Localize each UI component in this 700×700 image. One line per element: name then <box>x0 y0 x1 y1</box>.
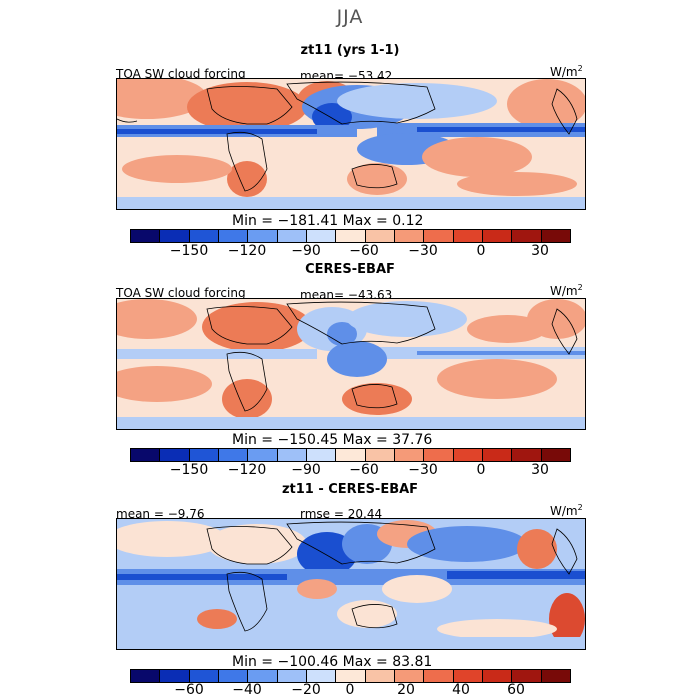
panel-3-tick: −40 <box>232 682 262 698</box>
colorbar-swatch <box>424 449 454 461</box>
panel-3-units: W/m2 <box>550 503 583 518</box>
panel-1-units: W/m2 <box>550 64 583 79</box>
panel-2-tick: −120 <box>227 462 267 478</box>
panel-3-mean-label: mean = −9.76 <box>116 507 205 521</box>
colorbar-swatch <box>277 449 307 461</box>
panel-2-colorbar <box>130 448 571 462</box>
panel-3-rmse-label: rmse = 20.44 <box>300 507 383 521</box>
panel-2-field-label: TOA SW cloud forcing <box>116 286 246 300</box>
colorbar-swatch <box>277 670 307 682</box>
panel-3-map <box>116 518 586 650</box>
colorbar-swatch <box>306 670 337 682</box>
colorbar-swatch <box>453 449 483 461</box>
panel-2-title: CERES-EBAF <box>305 262 395 277</box>
panel-2-tick: −150 <box>169 462 209 478</box>
colorbar-swatch <box>218 670 249 682</box>
panel-1-field-label: TOA SW cloud forcing <box>116 67 246 81</box>
panel-3-colorbar <box>130 669 571 683</box>
colorbar-swatch <box>248 449 278 461</box>
colorbar-swatch <box>218 449 249 461</box>
colorbar-swatch <box>541 230 570 242</box>
panel-1-tick: −150 <box>169 243 209 259</box>
panel-2-min-max: Min = −150.45 Max = 37.76 <box>232 432 433 448</box>
panel-1-tick: 30 <box>531 243 549 259</box>
colorbar-swatch <box>541 449 570 461</box>
colorbar-swatch <box>336 449 366 461</box>
colorbar-swatch <box>131 230 161 242</box>
colorbar-swatch <box>394 230 425 242</box>
panel-1-tick: −120 <box>227 243 267 259</box>
panel-2-tick: 30 <box>531 462 549 478</box>
panel-2-tick: 0 <box>476 462 486 478</box>
panel-3-min-max: Min = −100.46 Max = 83.81 <box>232 654 433 670</box>
panel-1-tick: −60 <box>349 243 379 259</box>
colorbar-swatch <box>453 670 483 682</box>
panel-3-tick: 40 <box>452 682 470 698</box>
colorbar-swatch <box>365 449 395 461</box>
colorbar-swatch <box>160 670 190 682</box>
colorbar-swatch <box>160 449 190 461</box>
panel-1-colorbar <box>130 229 571 243</box>
panel-2-units: W/m2 <box>550 283 583 298</box>
panel-3-tick: 0 <box>345 682 355 698</box>
colorbar-swatch <box>131 670 161 682</box>
panel-3-tick: 20 <box>397 682 415 698</box>
panel-1-tick: 0 <box>476 243 486 259</box>
colorbar-swatch <box>248 670 278 682</box>
panel-3-map-graphic <box>117 519 585 649</box>
panel-1-min-max: Min = −181.41 Max = 0.12 <box>232 213 424 229</box>
panel-2-tick: −90 <box>291 462 321 478</box>
colorbar-swatch <box>306 230 337 242</box>
panel-3-tick: −60 <box>174 682 204 698</box>
panel-3-tick: −20 <box>291 682 321 698</box>
colorbar-swatch <box>131 449 161 461</box>
colorbar-swatch <box>277 230 307 242</box>
colorbar-swatch <box>482 449 513 461</box>
figure-title: JJA <box>336 6 364 28</box>
panel-2-tick: −60 <box>349 462 379 478</box>
panel-3-tick: 60 <box>507 682 525 698</box>
colorbar-swatch <box>248 230 278 242</box>
colorbar-swatch <box>541 670 570 682</box>
colorbar-swatch <box>160 230 190 242</box>
panel-1-title: zt11 (yrs 1-1) <box>300 43 400 58</box>
panel-2-map <box>116 298 586 430</box>
colorbar-swatch <box>512 670 542 682</box>
colorbar-swatch <box>306 449 337 461</box>
colorbar-swatch <box>189 670 219 682</box>
colorbar-swatch <box>424 670 454 682</box>
colorbar-swatch <box>189 230 219 242</box>
panel-2-tick: −30 <box>408 462 438 478</box>
colorbar-swatch <box>512 449 542 461</box>
panel-1-map-graphic <box>117 79 585 209</box>
colorbar-swatch <box>336 230 366 242</box>
colorbar-swatch <box>394 449 425 461</box>
colorbar-swatch <box>365 230 395 242</box>
panel-2-map-graphic <box>117 299 585 429</box>
colorbar-swatch <box>453 230 483 242</box>
panel-1-map <box>116 78 586 210</box>
colorbar-swatch <box>512 230 542 242</box>
colorbar-swatch <box>424 230 454 242</box>
colorbar-swatch <box>482 230 513 242</box>
colorbar-swatch <box>482 670 513 682</box>
colorbar-swatch <box>394 670 425 682</box>
colorbar-swatch <box>189 449 219 461</box>
colorbar-swatch <box>218 230 249 242</box>
panel-1-tick: −30 <box>408 243 438 259</box>
panel-3-title: zt11 - CERES-EBAF <box>281 482 419 497</box>
colorbar-swatch <box>365 670 395 682</box>
panel-1-tick: −90 <box>291 243 321 259</box>
colorbar-swatch <box>336 670 366 682</box>
